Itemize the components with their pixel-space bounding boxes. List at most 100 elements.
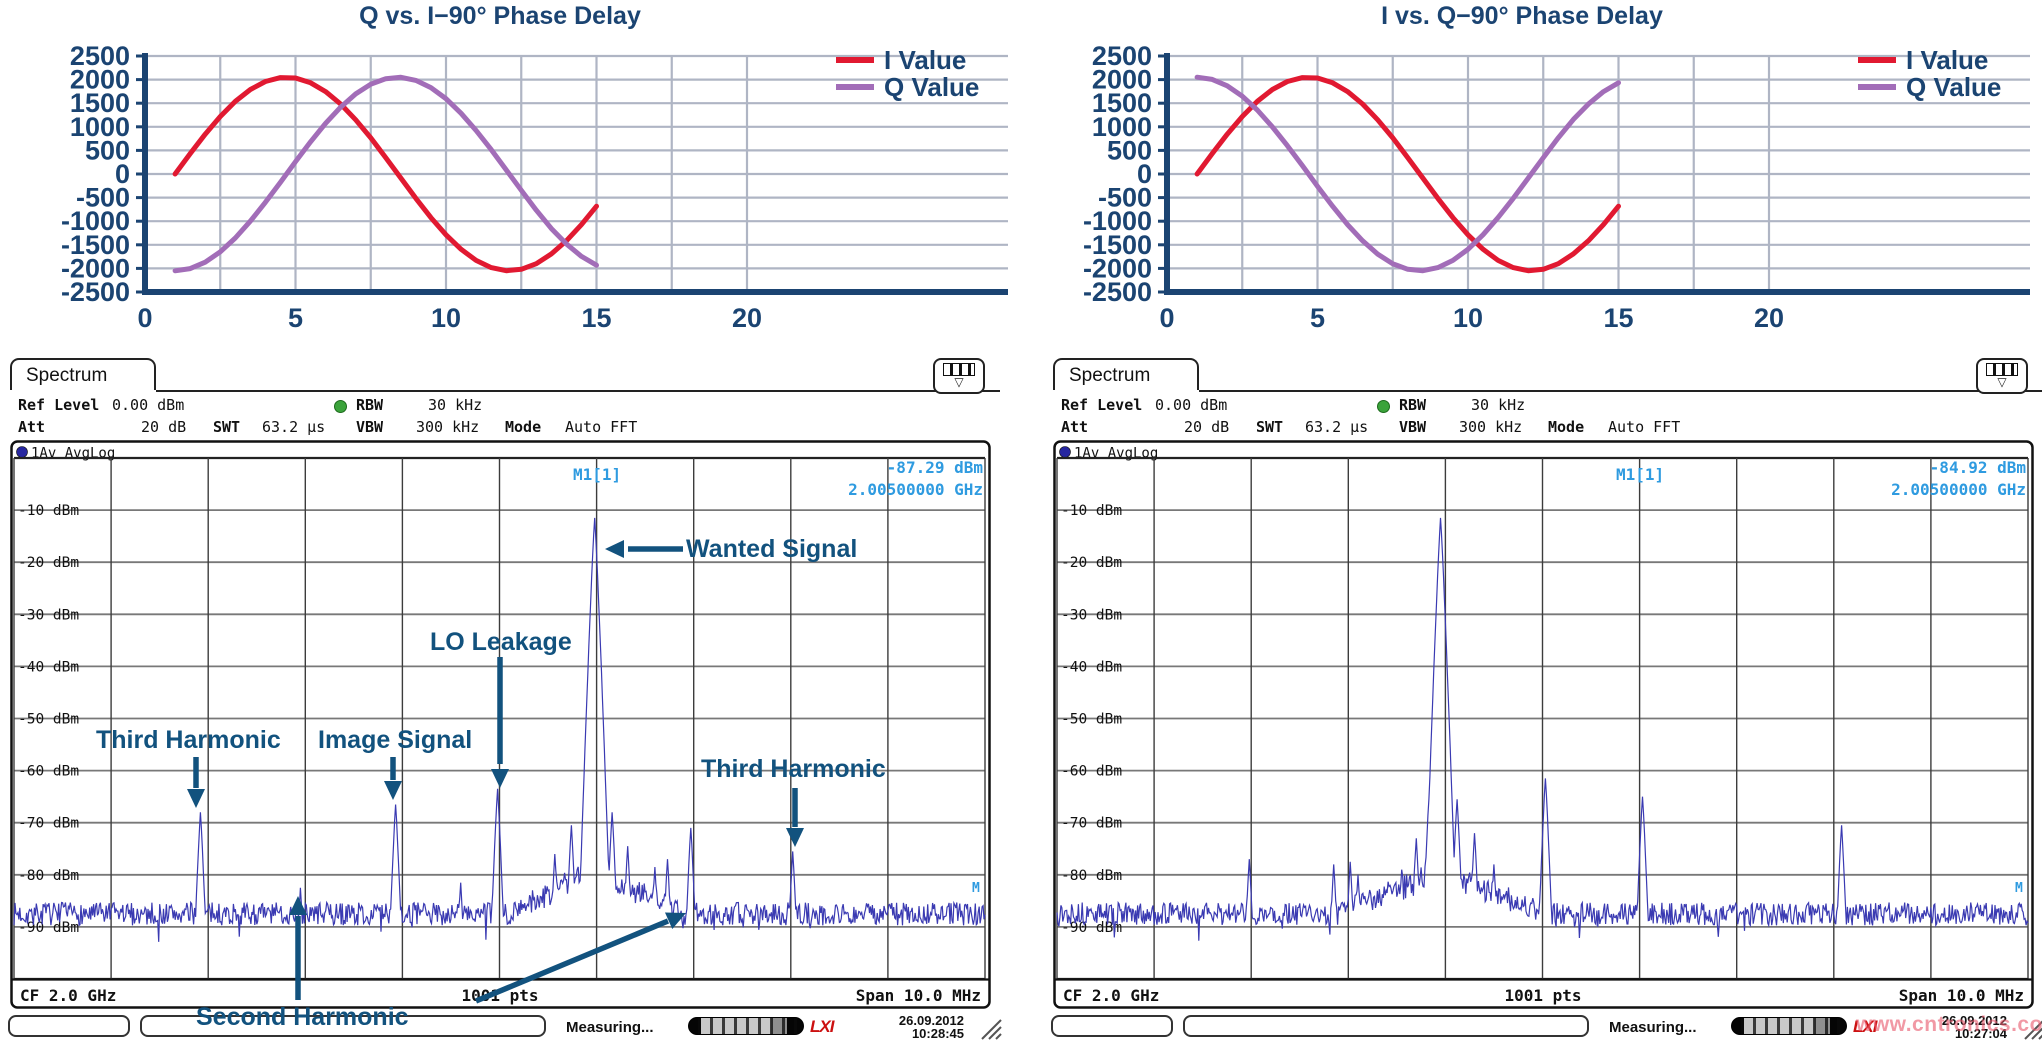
ref-level-label: Ref Level (1061, 396, 1143, 414)
swt-label: SWT (213, 418, 241, 436)
rbw-label: RBW (356, 396, 384, 414)
time-text: 10:28:45 (911, 1026, 964, 1041)
watermark: www.cntronics.com (1856, 1013, 2042, 1036)
annotation-wanted-signal: Wanted Signal (686, 535, 858, 563)
svg-text:-60 dBm: -60 dBm (1061, 764, 1122, 780)
svg-text:-2000: -2000 (61, 253, 130, 283)
svg-text:-10 dBm: -10 dBm (18, 503, 79, 519)
measuring-status: Measuring... (1609, 1019, 1697, 1036)
svg-text:-2000: -2000 (1083, 253, 1152, 283)
annotation-lo-leakage: LO Leakage (430, 628, 572, 656)
att-label: Att (18, 418, 46, 436)
svg-text:-2500: -2500 (1083, 277, 1152, 307)
toolbar-strip-icon (1986, 363, 2018, 376)
softkey-tab-1[interactable] (8, 1015, 130, 1037)
annotation-image-signal: Image Signal (318, 726, 473, 754)
chevron-down-icon: ▽ (1997, 375, 2007, 389)
svg-text:-70 dBm: -70 dBm (18, 816, 79, 832)
softkey-tab-2[interactable] (1183, 1015, 1589, 1037)
softkey-tab-2[interactable] (140, 1015, 546, 1037)
svg-text:-2500: -2500 (61, 277, 130, 307)
softkey-tab-1[interactable] (1051, 1015, 1173, 1037)
swt-value[interactable]: 63.2 µs (262, 418, 326, 436)
datetime-display: 26.09.2012 10:28:45 (864, 1014, 964, 1040)
vbw-value[interactable]: 300 kHz (416, 418, 480, 436)
iq-chart-right-svg: -2500-2000-1500-1000-5000500100015002000… (1083, 41, 2030, 333)
toolbar-strip-icon (943, 363, 975, 376)
ref-level-value[interactable]: 0.00 dBm (1155, 396, 1228, 414)
svg-text:500: 500 (1107, 135, 1152, 165)
ref-level-label: Ref Level (18, 396, 100, 414)
svg-text:CF 2.0 GHz: CF 2.0 GHz (20, 986, 116, 1005)
mode-label: Mode (1548, 418, 1585, 436)
ref-level-value[interactable]: 0.00 dBm (112, 396, 185, 414)
vbw-label: VBW (1399, 418, 1427, 436)
svg-text:-80 dBm: -80 dBm (1061, 868, 1122, 884)
display-menu-button[interactable]: ▽ (933, 358, 985, 394)
spectrum-window-right: Spectrum ▽ Ref Level 0.00 dBm RBW 30 kHz… (1051, 358, 2042, 1042)
svg-text:1000: 1000 (70, 112, 130, 142)
svg-text:-500: -500 (1098, 183, 1152, 213)
svg-text:2500: 2500 (70, 41, 130, 71)
status-bar: Measuring... LXI 26.09.2012 10:27:04 (1051, 1012, 2042, 1042)
swt-value[interactable]: 63.2 µs (1305, 418, 1369, 436)
annotation-second-harmonic: Second Harmonic (196, 1003, 409, 1031)
svg-text:2.00500000 GHz: 2.00500000 GHz (848, 480, 983, 499)
tab-spectrum[interactable]: Spectrum (1053, 358, 1199, 390)
svg-text:-80 dBm: -80 dBm (18, 868, 79, 884)
mode-value[interactable]: Auto FFT (565, 418, 638, 436)
resize-grip[interactable] (976, 1014, 1002, 1040)
chart-title: Q vs. I−90° Phase Delay (359, 2, 641, 30)
att-value[interactable]: 20 dB (1184, 418, 1230, 436)
svg-text:10: 10 (1453, 303, 1483, 333)
svg-text:CF 2.0 GHz: CF 2.0 GHz (1063, 986, 1159, 1005)
chart-title: I vs. Q−90° Phase Delay (1381, 2, 1663, 30)
iq-chart-left: Q vs. I−90° Phase Delay -2500 -2000 -1500-… (0, 2, 1020, 354)
svg-text:1001 pts: 1001 pts (461, 986, 538, 1005)
annotation-third-harmonic-left: Third Harmonic (96, 726, 281, 754)
svg-text:-60 dBm: -60 dBm (18, 764, 79, 780)
svg-text:Span 10.0 MHz: Span 10.0 MHz (856, 986, 981, 1005)
window-top-divider (156, 390, 1000, 392)
progress-bar (688, 1017, 804, 1035)
mode-value[interactable]: Auto FFT (1608, 418, 1681, 436)
svg-text:5: 5 (1310, 303, 1325, 333)
svg-text:5: 5 (288, 303, 303, 333)
iq-chart-right: I vs. Q−90° Phase Delay -2500 -2000 -1500-… (1022, 2, 2042, 354)
svg-text:-40 dBm: -40 dBm (18, 659, 79, 675)
datetime-display: 26.09.2012 10:27:04 (1907, 1014, 2007, 1040)
att-value[interactable]: 20 dB (141, 418, 187, 436)
svg-text:20: 20 (1754, 303, 1784, 333)
svg-text:20: 20 (732, 303, 762, 333)
svg-text:1500: 1500 (70, 88, 130, 118)
svg-text:M1[1]: M1[1] (1616, 465, 1664, 484)
svg-text:2000: 2000 (70, 65, 130, 95)
status-bar: Measuring... LXI 26.09.2012 10:28:45 (8, 1012, 1002, 1042)
lxi-icon: LXI (810, 1017, 834, 1036)
vbw-label: VBW (356, 418, 384, 436)
rbw-coupled-led-icon (334, 400, 347, 413)
vbw-value[interactable]: 300 kHz (1459, 418, 1523, 436)
svg-text:-84.92 dBm: -84.92 dBm (1930, 458, 2027, 477)
svg-text:M1[1]: M1[1] (573, 465, 621, 484)
svg-text:Q Value: Q Value (884, 72, 979, 102)
rbw-value[interactable]: 30 kHz (428, 396, 483, 414)
svg-text:-500: -500 (76, 183, 130, 213)
svg-text:-1500: -1500 (61, 230, 130, 260)
svg-text:-20 dBm: -20 dBm (18, 555, 79, 571)
svg-text:0: 0 (1137, 159, 1152, 189)
display-menu-button[interactable]: ▽ (1976, 358, 2028, 394)
svg-text:2500: 2500 (1092, 41, 1152, 71)
rbw-value[interactable]: 30 kHz (1471, 396, 1526, 414)
time-text: 10:27:04 (1954, 1026, 2007, 1041)
svg-text:-30 dBm: -30 dBm (18, 607, 79, 623)
iq-chart-left-svg: -2500-2000-1500-1000-5000500100015002000… (61, 41, 1008, 333)
settings-header: Ref Level 0.00 dBm RBW 30 kHz Att 20 dB … (8, 392, 1000, 440)
svg-text:0: 0 (137, 303, 152, 333)
svg-text:-1000: -1000 (61, 206, 130, 236)
svg-text:Span 10.0 MHz: Span 10.0 MHz (1899, 986, 2024, 1005)
svg-text:-10 dBm: -10 dBm (1061, 503, 1122, 519)
svg-text:I Value: I Value (1906, 45, 1988, 75)
svg-text:15: 15 (1603, 303, 1633, 333)
tab-spectrum[interactable]: Spectrum (10, 358, 156, 390)
